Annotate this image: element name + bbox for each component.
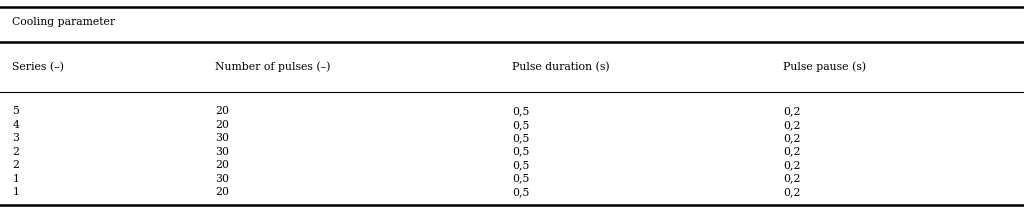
Text: 0,5: 0,5 bbox=[512, 133, 529, 143]
Text: Pulse duration (s): Pulse duration (s) bbox=[512, 62, 609, 72]
Text: 20: 20 bbox=[215, 106, 229, 116]
Text: 0,5: 0,5 bbox=[512, 147, 529, 157]
Text: 30: 30 bbox=[215, 174, 229, 184]
Text: 0,5: 0,5 bbox=[512, 187, 529, 197]
Text: Series (–): Series (–) bbox=[12, 62, 65, 72]
Text: 0,2: 0,2 bbox=[783, 120, 801, 130]
Text: 0,5: 0,5 bbox=[512, 160, 529, 170]
Text: 0,2: 0,2 bbox=[783, 147, 801, 157]
Text: Cooling parameter: Cooling parameter bbox=[12, 17, 116, 27]
Text: 30: 30 bbox=[215, 133, 229, 143]
Text: Pulse pause (s): Pulse pause (s) bbox=[783, 61, 866, 72]
Text: 3: 3 bbox=[12, 133, 19, 143]
Text: 2: 2 bbox=[12, 160, 19, 170]
Text: 0,5: 0,5 bbox=[512, 174, 529, 184]
Text: 1: 1 bbox=[12, 187, 19, 197]
Text: 1: 1 bbox=[12, 174, 19, 184]
Text: 4: 4 bbox=[12, 120, 19, 130]
Text: 0,5: 0,5 bbox=[512, 106, 529, 116]
Text: 0,2: 0,2 bbox=[783, 133, 801, 143]
Text: 2: 2 bbox=[12, 147, 19, 157]
Text: 5: 5 bbox=[12, 106, 19, 116]
Text: 0,2: 0,2 bbox=[783, 174, 801, 184]
Text: 20: 20 bbox=[215, 187, 229, 197]
Text: Number of pulses (–): Number of pulses (–) bbox=[215, 61, 331, 72]
Text: 0,2: 0,2 bbox=[783, 106, 801, 116]
Text: 30: 30 bbox=[215, 147, 229, 157]
Text: 0,5: 0,5 bbox=[512, 120, 529, 130]
Text: 0,2: 0,2 bbox=[783, 187, 801, 197]
Text: 20: 20 bbox=[215, 160, 229, 170]
Text: 20: 20 bbox=[215, 120, 229, 130]
Text: 0,2: 0,2 bbox=[783, 160, 801, 170]
